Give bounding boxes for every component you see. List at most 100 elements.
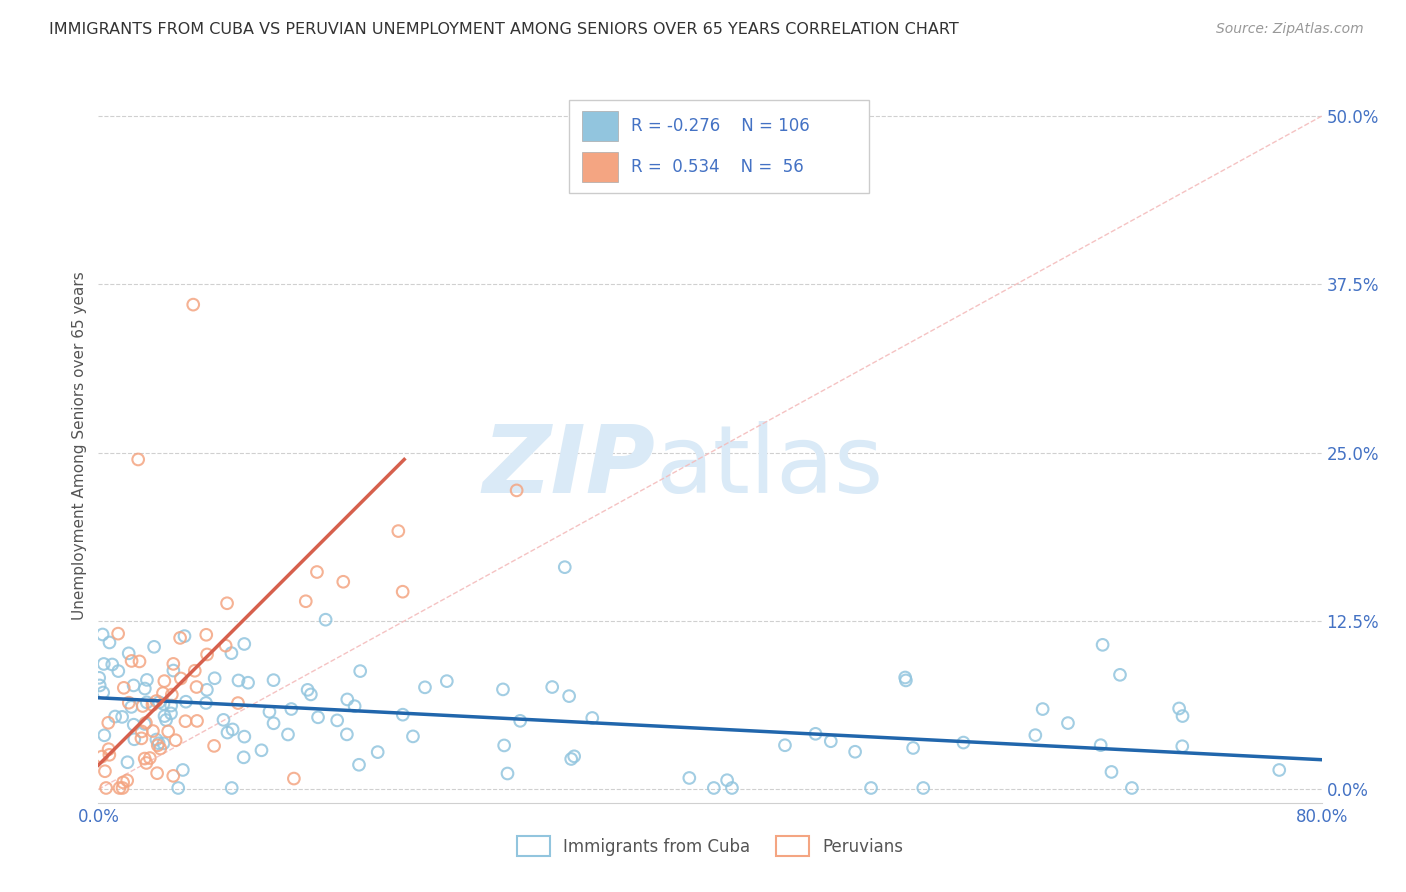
Point bbox=[315, 613, 337, 627]
Point bbox=[202, 739, 225, 753]
Point bbox=[1101, 764, 1123, 779]
Point bbox=[104, 709, 127, 723]
Point bbox=[157, 724, 180, 739]
Point bbox=[232, 750, 254, 764]
Point bbox=[844, 745, 866, 759]
Point bbox=[496, 766, 519, 780]
Point bbox=[326, 714, 349, 728]
Point bbox=[1091, 638, 1114, 652]
Point bbox=[204, 671, 226, 685]
Point bbox=[233, 730, 256, 744]
Point bbox=[122, 717, 145, 731]
Point bbox=[160, 688, 183, 702]
Point bbox=[145, 732, 167, 747]
Point bbox=[141, 698, 163, 712]
Point bbox=[94, 764, 117, 779]
Y-axis label: Unemployment Among Seniors over 65 years: Unemployment Among Seniors over 65 years bbox=[72, 272, 87, 620]
Point bbox=[1090, 738, 1112, 752]
Point bbox=[391, 584, 413, 599]
Point bbox=[112, 775, 135, 789]
Point bbox=[387, 524, 409, 538]
Point bbox=[153, 709, 176, 723]
Point bbox=[98, 747, 121, 762]
Text: atlas: atlas bbox=[655, 421, 883, 514]
Point bbox=[146, 766, 169, 780]
Point bbox=[131, 731, 153, 746]
Point bbox=[111, 710, 134, 724]
Point bbox=[912, 780, 935, 795]
Point bbox=[221, 723, 243, 737]
Point bbox=[184, 664, 207, 678]
Point bbox=[127, 452, 149, 467]
Point bbox=[174, 714, 197, 729]
Point bbox=[391, 707, 413, 722]
Point bbox=[332, 574, 354, 589]
Point bbox=[136, 673, 159, 687]
Point bbox=[155, 713, 177, 727]
Point bbox=[804, 727, 827, 741]
Point bbox=[93, 728, 115, 742]
Point bbox=[152, 697, 174, 711]
Point bbox=[367, 745, 389, 759]
Point bbox=[215, 596, 238, 610]
Text: Source: ZipAtlas.com: Source: ZipAtlas.com bbox=[1216, 22, 1364, 37]
Point bbox=[148, 736, 170, 750]
Point bbox=[554, 560, 576, 574]
Point bbox=[505, 483, 527, 498]
Point bbox=[250, 743, 273, 757]
Point bbox=[131, 724, 153, 739]
Point bbox=[115, 773, 138, 788]
Point bbox=[221, 646, 243, 660]
Point bbox=[135, 715, 157, 730]
Point bbox=[195, 648, 218, 662]
Point bbox=[134, 681, 156, 696]
Point bbox=[562, 749, 585, 764]
Point bbox=[860, 780, 883, 795]
Point bbox=[1171, 739, 1194, 754]
Point bbox=[402, 730, 425, 744]
Point bbox=[172, 763, 194, 777]
Point bbox=[97, 742, 120, 756]
Point bbox=[186, 714, 208, 728]
Point bbox=[305, 565, 328, 579]
Point bbox=[703, 780, 725, 795]
Point bbox=[894, 671, 917, 685]
Point bbox=[336, 692, 359, 706]
Point bbox=[108, 780, 131, 795]
Point bbox=[107, 664, 129, 678]
Point bbox=[174, 695, 197, 709]
Point bbox=[280, 702, 302, 716]
Point bbox=[494, 739, 516, 753]
Point bbox=[98, 635, 121, 649]
Point bbox=[413, 681, 436, 695]
Point bbox=[820, 734, 842, 748]
Point bbox=[149, 741, 172, 756]
Point bbox=[89, 678, 111, 692]
Point bbox=[226, 696, 249, 710]
Point bbox=[214, 639, 236, 653]
Point bbox=[492, 682, 515, 697]
Point bbox=[343, 699, 366, 714]
Point bbox=[91, 685, 114, 699]
Point bbox=[160, 698, 183, 713]
Point bbox=[952, 735, 974, 749]
Point bbox=[152, 736, 174, 750]
Text: ZIP: ZIP bbox=[482, 421, 655, 514]
Point bbox=[560, 752, 582, 766]
Point bbox=[221, 780, 243, 795]
Text: R = -0.276    N = 106: R = -0.276 N = 106 bbox=[630, 118, 810, 136]
Point bbox=[148, 695, 170, 709]
Point bbox=[118, 696, 141, 710]
Point bbox=[124, 732, 146, 747]
Point bbox=[111, 780, 134, 795]
Point bbox=[90, 749, 112, 764]
Point bbox=[297, 682, 319, 697]
Point bbox=[89, 671, 111, 685]
Point bbox=[716, 773, 738, 788]
Point bbox=[1171, 709, 1194, 723]
Point bbox=[558, 689, 581, 703]
Point bbox=[97, 715, 120, 730]
Point bbox=[509, 714, 531, 728]
Point bbox=[212, 713, 235, 727]
Point bbox=[152, 686, 174, 700]
